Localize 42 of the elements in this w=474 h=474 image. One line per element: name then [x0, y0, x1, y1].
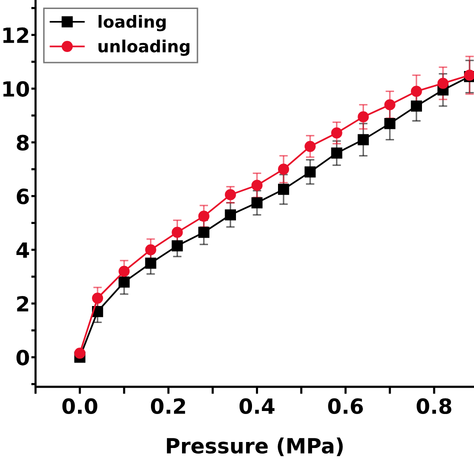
y-tick-label: 10 [3, 81, 29, 97]
y-tick-label: 6 [16, 188, 29, 204]
point [172, 226, 183, 238]
y-tick-label: 2 [17, 296, 28, 312]
point [251, 180, 263, 191]
point [304, 140, 316, 152]
point [198, 226, 210, 238]
point [358, 134, 369, 146]
x-tick-label: 0.8 [416, 398, 452, 414]
point [118, 276, 130, 288]
point [172, 240, 183, 252]
point [410, 100, 422, 112]
point [278, 164, 290, 175]
y-tick-label: 8 [16, 134, 29, 151]
y-tick-label: 12 [3, 27, 28, 43]
point [384, 118, 396, 130]
point [145, 244, 156, 256]
point [304, 166, 316, 178]
x-tick-label: 0.4 [240, 398, 274, 414]
point [224, 209, 236, 220]
point [118, 266, 130, 277]
y-tick-label: 0 [16, 350, 29, 366]
point [437, 78, 449, 89]
point [198, 210, 210, 222]
point [251, 197, 263, 208]
point [331, 148, 342, 159]
x-axis-title: Pressure (MPa) [166, 438, 343, 456]
x-tick-label: 0.0 [62, 398, 98, 414]
point [92, 292, 104, 304]
x-tick-label: 0.2 [150, 398, 186, 414]
point [384, 99, 396, 110]
x-tick-label: 0.6 [328, 398, 363, 414]
legend-label: loading [98, 15, 166, 32]
legend-label: unloading [98, 40, 190, 56]
point [145, 258, 156, 269]
point [224, 189, 236, 200]
point [331, 127, 342, 139]
point [358, 111, 369, 122]
y-tick-label: 4 [16, 242, 30, 258]
point [74, 348, 86, 359]
point [278, 184, 290, 195]
point [410, 86, 422, 97]
